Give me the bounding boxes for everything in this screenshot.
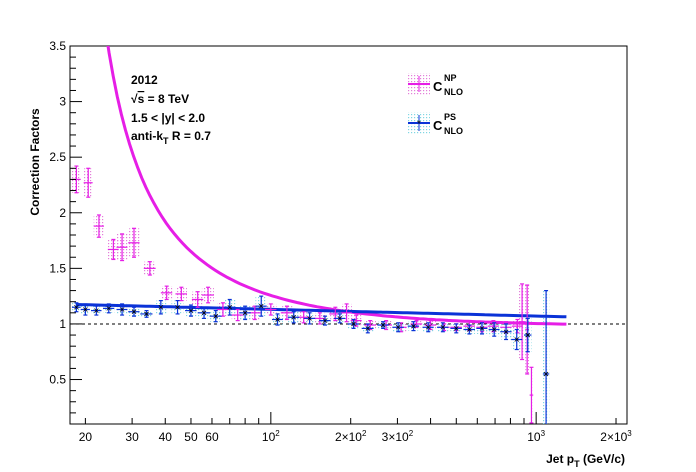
data-point-np <box>116 233 128 262</box>
sqrt-symbol: √ <box>131 92 138 106</box>
data-point-ps <box>91 305 102 316</box>
data-point-ps <box>271 313 283 326</box>
data-point-np <box>107 238 119 261</box>
x-tick-label: 2×102 <box>335 429 367 444</box>
data-point-ps <box>500 323 512 341</box>
data-point-np <box>511 318 523 334</box>
data-point-np <box>313 312 326 325</box>
x-tick-label: 2×103 <box>600 429 632 444</box>
data-point-np <box>217 302 229 317</box>
data-point-ps <box>407 321 420 332</box>
data-point-ps <box>524 317 532 353</box>
data-point-ps <box>392 322 404 333</box>
data-point-ps <box>377 321 389 329</box>
annotation-algorithm: anti-kT R = 0.7 <box>131 129 211 146</box>
data-point-ps <box>437 322 449 333</box>
data-point-ps <box>102 303 115 314</box>
data-point-ps <box>476 322 488 335</box>
x-tick-label: 3×102 <box>382 429 414 444</box>
y-tick-label: 3 <box>59 95 66 109</box>
data-point-np <box>128 227 140 258</box>
legend-sup-ps: PS <box>444 112 456 122</box>
data-point-np <box>191 291 204 308</box>
legend-sub-np: NLO <box>444 87 463 97</box>
data-point-ps <box>140 310 153 318</box>
annotation-block: 2012 √s = 8 TeV 1.5 < |y| < 2.0 anti-kT … <box>131 73 211 146</box>
fit-curve-ps <box>76 303 567 319</box>
data-point-np <box>297 311 310 324</box>
data-point-np <box>518 283 526 361</box>
data-point-ps <box>303 312 316 325</box>
data-point-ps <box>239 305 251 321</box>
x-tick-label: 102 <box>262 429 280 444</box>
legend: C NP NLO * C PS NLO <box>408 73 463 136</box>
data-point-np <box>525 284 530 375</box>
fit-curve-np <box>106 46 567 326</box>
data-point-ps <box>511 328 523 351</box>
data-point-ps <box>488 322 500 337</box>
legend-label-np: C <box>433 79 443 94</box>
legend-entry-ps: * C PS NLO <box>408 112 463 136</box>
x-tick-label: 40 <box>159 430 173 444</box>
data-point-ps <box>319 315 331 326</box>
x-tick-label: 60 <box>205 430 219 444</box>
y-tick-label: 1 <box>59 317 66 331</box>
data-point-np <box>280 305 293 321</box>
annotation-year: 2012 <box>131 73 158 87</box>
data-point-ps <box>171 299 184 315</box>
data-point-ps <box>154 299 167 315</box>
x-tick-label: 20 <box>79 430 93 444</box>
data-point-ps <box>128 306 140 317</box>
data-point-np <box>201 286 214 304</box>
y-tick-label: 1.5 <box>49 261 66 275</box>
data-point-np <box>529 366 534 424</box>
data-point-ps <box>347 318 360 329</box>
data-point-ps <box>71 302 81 313</box>
x-tick-label: 103 <box>527 429 545 444</box>
data-point-np <box>350 314 362 327</box>
data-point-np <box>93 214 104 238</box>
data-point-np <box>143 261 156 276</box>
y-tick-label: 3.5 <box>49 39 66 53</box>
y-tick-label: 2 <box>59 206 66 220</box>
x-tick-label: 30 <box>125 430 139 444</box>
data-point-np <box>231 308 244 322</box>
data-point-ps <box>80 303 90 316</box>
data-point-ps <box>333 313 346 324</box>
x-tick-label: 50 <box>184 430 198 444</box>
legend-label-ps: C <box>433 118 443 133</box>
data-point-ps <box>450 323 462 334</box>
data-point-np <box>83 167 93 198</box>
annotation-energy: √s = 8 TeV <box>131 92 189 106</box>
data-point-np <box>160 285 173 301</box>
y-tick-label: 0.5 <box>49 373 66 387</box>
data-point-np <box>264 303 277 316</box>
annotation-rapidity: 1.5 < |y| < 2.0 <box>131 111 205 125</box>
data-point-np <box>175 286 187 302</box>
data-point-np <box>341 303 352 323</box>
y-tick-label: 2.5 <box>49 150 66 164</box>
legend-sub-ps: NLO <box>444 126 463 136</box>
y-axis-title: Correction Factors <box>28 108 42 216</box>
data-point-ps <box>542 289 550 424</box>
data-point-ps <box>116 303 128 316</box>
data-point-ps <box>361 323 374 334</box>
data-point-ps <box>422 322 434 333</box>
legend-marker-ps: * <box>417 119 421 130</box>
data-point-ps <box>287 311 300 324</box>
data-point-ps <box>223 298 236 316</box>
data-point-ps <box>197 306 211 319</box>
legend-sup-np: NP <box>444 73 457 83</box>
data-point-ps <box>255 295 267 317</box>
x-axis-title: Jet pT (GeV/c) <box>546 452 625 469</box>
data-point-ps <box>209 310 222 323</box>
legend-entry-np: C NP NLO <box>408 73 463 97</box>
data-point-ps <box>463 324 475 335</box>
data-point-ps <box>185 304 197 317</box>
